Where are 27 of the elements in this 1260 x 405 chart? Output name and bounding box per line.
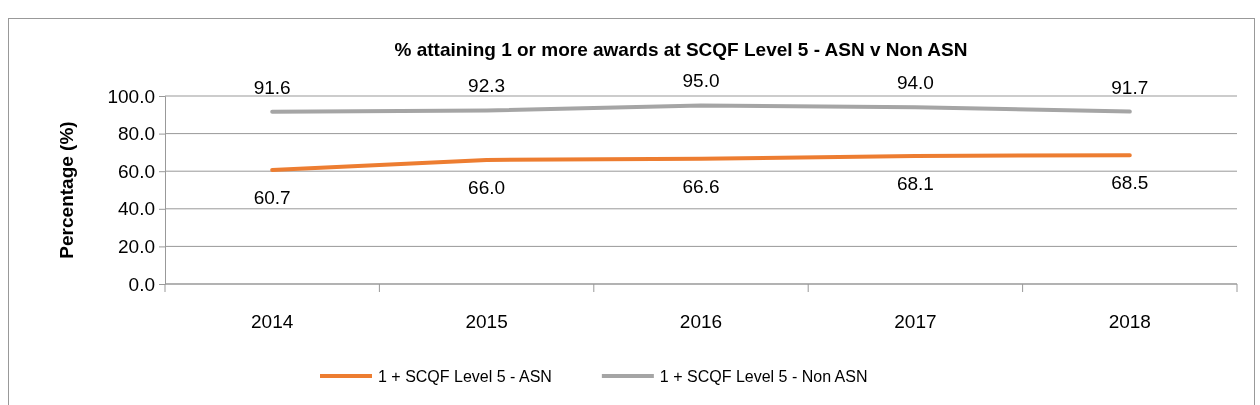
y-tick-label: 100.0 <box>107 85 155 107</box>
x-tick-label: 2017 <box>894 311 937 332</box>
data-label: 68.1 <box>896 172 934 194</box>
y-tick-label: 40.0 <box>118 198 155 220</box>
data-label: 91.7 <box>1111 76 1149 98</box>
data-label: 68.5 <box>1111 172 1149 194</box>
legend-label: 1 + SCQF Level 5 - ASN <box>378 368 552 385</box>
data-label: 91.6 <box>253 76 291 98</box>
legend-label: 1 + SCQF Level 5 - Non ASN <box>659 368 868 385</box>
data-label: 94.0 <box>896 72 934 94</box>
x-tick-label: 2014 <box>251 311 294 332</box>
y-axis-title: Percentage (%) <box>56 121 77 259</box>
x-tick-label: 2015 <box>465 311 508 332</box>
chart-title: % attaining 1 or more awards at SCQF Level 5 - ASN v Non ASN <box>394 39 968 60</box>
x-tick-label: 2018 <box>1108 311 1151 332</box>
data-label: 66.6 <box>682 175 720 197</box>
x-tick-label: 2016 <box>679 311 723 332</box>
data-label: 66.0 <box>468 176 506 198</box>
y-tick-label: 60.0 <box>118 160 155 182</box>
data-label: 95.0 <box>682 70 720 92</box>
y-tick-label: 0.0 <box>128 273 155 295</box>
y-tick-label: 20.0 <box>118 235 155 257</box>
line-series <box>270 103 1132 114</box>
data-label: 60.7 <box>253 186 291 208</box>
data-label: 92.3 <box>468 75 506 97</box>
line-series <box>270 153 1132 172</box>
y-tick-label: 80.0 <box>118 123 155 145</box>
